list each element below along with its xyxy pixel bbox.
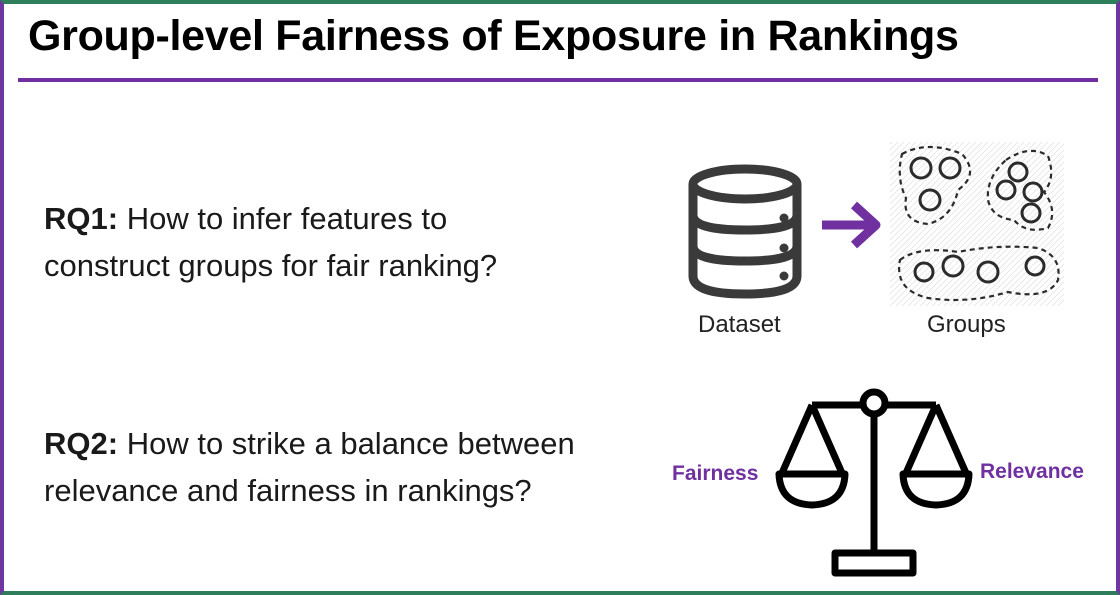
- research-question-2: RQ2: How to strike a balance between rel…: [44, 420, 575, 514]
- title-underline: [18, 78, 1098, 82]
- rq2-line-1: RQ2: How to strike a balance between: [44, 420, 575, 467]
- arrow-right-icon: [822, 201, 881, 249]
- rq2-text-1: How to strike a balance between: [126, 426, 575, 461]
- fairness-label: Fairness: [672, 462, 759, 485]
- research-question-1: RQ1: How to infer features to construct …: [44, 195, 497, 289]
- database-icon: [688, 164, 802, 299]
- relevance-label: Relevance: [980, 460, 1084, 483]
- slide-title: Group-level Fairness of Exposure in Rank…: [28, 12, 959, 60]
- rq1-text-2: construct groups for fair ranking?: [44, 248, 498, 283]
- rq1-label: RQ1:: [44, 201, 119, 236]
- groups-caption: Groups: [927, 311, 1006, 338]
- balance-scale-icon: [775, 388, 973, 577]
- dataset-caption: Dataset: [698, 311, 781, 338]
- rq1-line-1: RQ1: How to infer features to: [44, 195, 497, 242]
- rq2-label: RQ2:: [44, 426, 119, 461]
- rq2-text-2: relevance and fairness in rankings?: [44, 473, 532, 508]
- clustered-groups-icon: [890, 142, 1064, 306]
- rq1-text-1: How to infer features to: [126, 201, 448, 236]
